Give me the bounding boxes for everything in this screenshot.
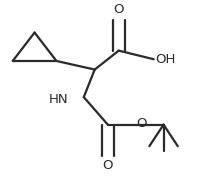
- Text: O: O: [103, 159, 113, 172]
- Text: O: O: [137, 117, 147, 130]
- Text: HN: HN: [49, 93, 68, 106]
- Text: OH: OH: [155, 53, 175, 66]
- Text: O: O: [114, 3, 124, 16]
